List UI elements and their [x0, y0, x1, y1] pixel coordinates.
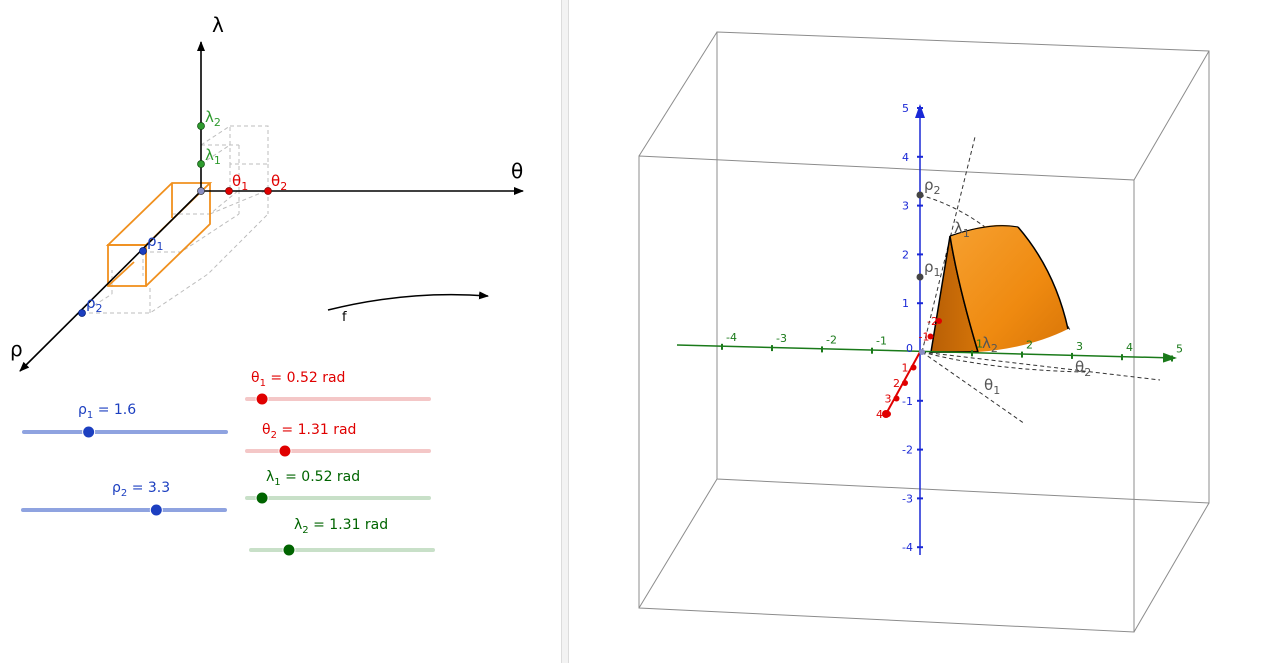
x-tick: [902, 380, 908, 386]
slider-lambda2-caption: λ2 = 1.31 rad: [294, 517, 388, 536]
slider-theta1-knob[interactable]: [255, 392, 269, 406]
x-tick: [910, 364, 917, 371]
z-axis: [915, 104, 925, 555]
x-end-point[interactable]: [882, 410, 890, 418]
lambda2-point[interactable]: [197, 122, 205, 130]
spherical-solid: [930, 224, 1069, 353]
rho1-label: ρ1: [147, 232, 164, 253]
rho1-point[interactable]: [139, 247, 147, 255]
y-tick-label: -4: [726, 331, 737, 344]
parameter-space-canvas[interactable]: λ θ ρ f λ2 λ1 θ1 θ2 ρ1 ρ2 ρ1 = 1.6 ρ2 = …: [0, 0, 561, 663]
x-axis: [885, 318, 942, 417]
z-tick-label: -3: [902, 492, 913, 505]
x-tick: [936, 318, 942, 324]
theta2-label: θ2: [271, 172, 287, 193]
slider-theta1[interactable]: θ1 = 0.52 rad: [245, 370, 431, 406]
rho2-label-3d: ρ2: [924, 176, 941, 197]
slider-rho1-knob[interactable]: [82, 425, 96, 439]
slider-theta2-knob[interactable]: [278, 444, 292, 458]
z-axis-tick-labels: 5 4 3 2 1 -1 -2 -3 -4: [902, 102, 913, 554]
slider-rho2[interactable]: ρ2 = 3.3: [21, 480, 227, 517]
slider-rho1[interactable]: ρ1 = 1.6: [22, 402, 228, 439]
y-axis: [676, 343, 1177, 363]
slider-lambda1[interactable]: λ1 = 0.52 rad: [245, 469, 431, 505]
z-tick-label: 2: [902, 248, 909, 261]
x-tick-label: 3: [885, 393, 892, 406]
lambda1-label: λ1: [205, 146, 221, 167]
theta1-label-3d: θ1: [984, 376, 1000, 397]
slider-lambda1-knob[interactable]: [255, 491, 269, 505]
origin-point[interactable]: [197, 187, 205, 195]
y-tick-label: 3: [1076, 340, 1083, 353]
lambda2-label: λ2: [205, 108, 221, 129]
rho2-point[interactable]: [78, 309, 86, 317]
slider-rho1-caption: ρ1 = 1.6: [78, 402, 136, 421]
bounding-box: [638, 31, 1210, 633]
origin-label: 0: [906, 342, 913, 355]
y-tick-label: 5: [1176, 343, 1183, 356]
theta2-point[interactable]: [264, 187, 272, 195]
rho2-label: ρ2: [86, 294, 103, 315]
theta1-point[interactable]: [225, 187, 233, 195]
parameter-space-view[interactable]: λ θ ρ f λ2 λ1 θ1 θ2 ρ1 ρ2 ρ1 = 1.6 ρ2 = …: [0, 0, 561, 663]
parameter-box: [105, 182, 213, 287]
x-tick-label: 1: [902, 362, 909, 375]
z-tick-label: 4: [902, 151, 909, 164]
lambda2-label-3d: λ2: [982, 334, 998, 355]
slider-theta2-caption: θ2 = 1.31 rad: [262, 422, 356, 441]
theta1-label: θ1: [232, 172, 248, 193]
y-tick-label: -2: [826, 333, 837, 346]
y-tick-label: -3: [776, 332, 787, 345]
map-arrow: [327, 291, 489, 311]
slider-rho2-caption: ρ2 = 3.3: [112, 480, 170, 499]
z-tick-label: -1: [902, 395, 913, 408]
slider-theta2[interactable]: θ2 = 1.31 rad: [245, 422, 431, 458]
z-tick-label: -4: [902, 541, 913, 554]
z-tick-label: 3: [902, 200, 909, 213]
graphics-3d-view[interactable]: 5 4 3 2 1 -1 -2 -3 -4 -4 -3 -2 -1 1 2 3 4 5 4 3 2 1 -1 -2 0 ρ…: [569, 0, 1280, 663]
rho1-point-3d[interactable]: [916, 273, 924, 281]
x-tick: [927, 333, 934, 340]
theta-axis-label: θ: [511, 159, 523, 183]
rho2-point-3d[interactable]: [916, 191, 924, 199]
theta2-label-3d: θ2: [1075, 358, 1091, 379]
map-label: f: [342, 310, 347, 325]
axes: [19, 41, 524, 372]
slider-lambda2[interactable]: λ2 = 1.31 rad: [249, 517, 435, 557]
y-tick-label: 2: [1026, 339, 1033, 352]
y-tick-label: -1: [876, 335, 887, 348]
x-tick-label: -2: [927, 315, 938, 328]
slider-theta1-caption: θ1 = 0.52 rad: [251, 370, 345, 389]
slider-rho2-knob[interactable]: [149, 503, 163, 517]
view-divider[interactable]: [561, 0, 569, 663]
y-axis-tick-labels: -4 -3 -2 -1 1 2 3 4 5: [726, 331, 1183, 356]
z-tick-label: 1: [902, 297, 909, 310]
x-tick-label: 4: [876, 408, 883, 421]
z-tick-label: -2: [902, 444, 913, 457]
x-tick: [893, 395, 900, 402]
rho1-label-3d: ρ1: [924, 258, 941, 279]
lambda1-point[interactable]: [197, 160, 205, 168]
slider-lambda1-caption: λ1 = 0.52 rad: [266, 469, 360, 488]
rho-axis-label: ρ: [10, 337, 23, 361]
origin-point-3d[interactable]: [919, 349, 925, 355]
lambda-axis-label: λ: [212, 13, 224, 37]
x-tick-label: -1: [919, 331, 930, 344]
slider-lambda2-knob[interactable]: [282, 543, 296, 557]
y-tick-label: 1: [976, 337, 983, 350]
x-tick-label: 2: [893, 377, 900, 390]
z-tick-label: 5: [902, 102, 909, 115]
y-tick-label: 4: [1126, 341, 1133, 354]
lambda1-label-3d: λ1: [954, 219, 970, 240]
